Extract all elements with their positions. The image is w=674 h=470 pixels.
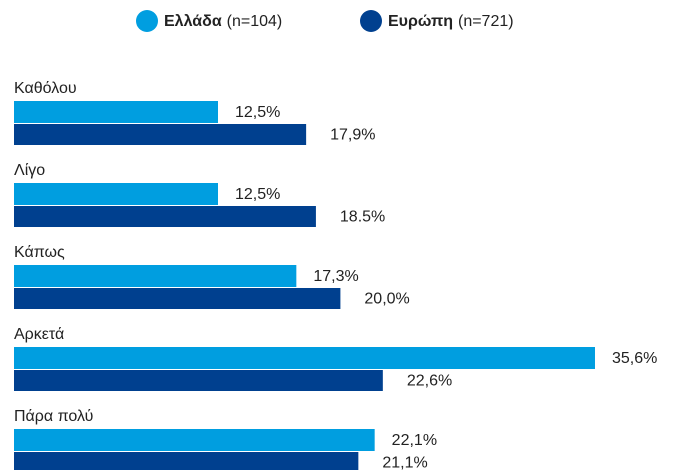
legend-label: Ελλάδα (n=104) [164,13,282,30]
legend-sample: (n=721) [458,13,514,30]
value-label: 35,6% [612,350,657,367]
legend-swatch [136,10,158,32]
legend-label: Ευρώπη (n=721) [388,13,514,30]
value-label: 22,1% [392,432,437,449]
bar [14,124,307,145]
value-label: 18.5% [340,209,385,226]
value-label: 12,5% [235,186,280,203]
bar [14,429,375,451]
legend-name: Ελλάδα [164,13,222,30]
value-label: 21,1% [382,455,427,470]
value-label: 22,6% [407,373,452,390]
category-label: Λίγο [14,162,45,179]
legend-name: Ευρώπη [388,13,453,30]
value-label: 20,0% [364,291,409,308]
bar [14,452,359,470]
bar [14,347,595,369]
category-label: Καθόλου [14,80,77,97]
bar [14,101,218,123]
category-label: Αρκετά [14,326,64,343]
bar [14,183,218,205]
bar [14,370,383,391]
bar [14,288,341,309]
value-label: 17,9% [330,127,375,144]
legend-swatch [360,10,382,32]
bar [14,265,297,287]
bar [14,206,316,227]
value-label: 12,5% [235,104,280,121]
category-label: Πάρα πολύ [14,408,93,425]
legend-sample: (n=104) [227,13,283,30]
category-label: Κάπως [14,244,65,261]
value-label: 17,3% [313,268,358,285]
